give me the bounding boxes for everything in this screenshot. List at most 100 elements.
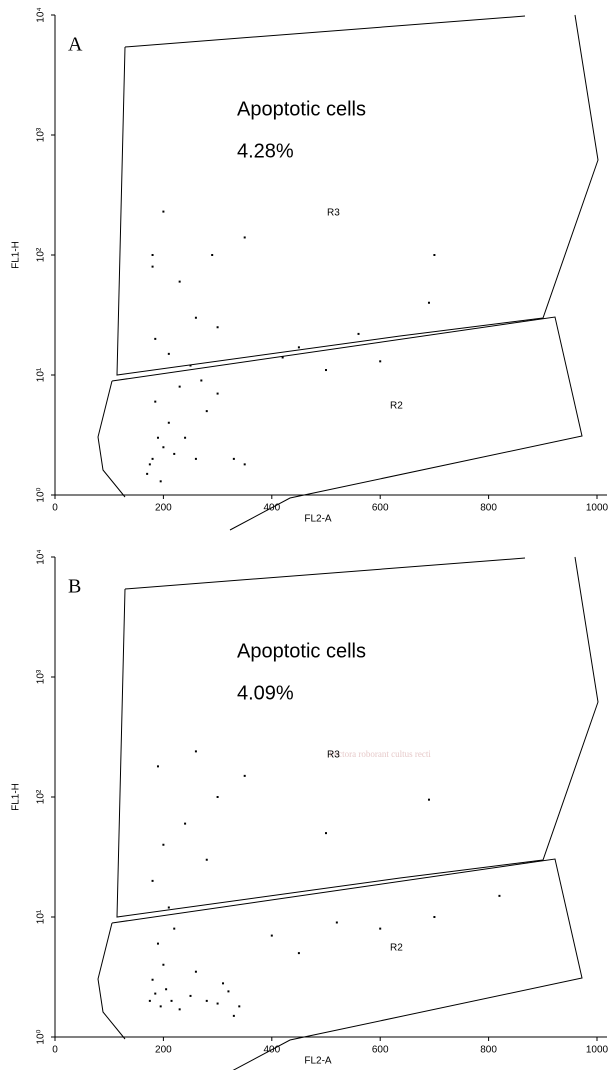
point bbox=[184, 436, 187, 439]
point bbox=[216, 1002, 219, 1005]
y-tick-label: 10⁴ bbox=[36, 7, 47, 22]
point bbox=[238, 1005, 241, 1008]
annotation: 4.28% bbox=[237, 140, 294, 162]
panel-label: B bbox=[68, 576, 81, 598]
y-axis-label: FL1-H bbox=[11, 241, 22, 269]
point bbox=[156, 436, 159, 439]
point bbox=[243, 236, 246, 239]
point bbox=[189, 364, 192, 367]
point bbox=[178, 385, 181, 388]
watermark: Pectora roborant cultus recti bbox=[329, 749, 431, 759]
point bbox=[154, 992, 157, 995]
point bbox=[216, 326, 219, 329]
x-axis-label: FL2-A bbox=[304, 1056, 332, 1067]
point bbox=[159, 480, 162, 483]
point bbox=[148, 999, 151, 1002]
point bbox=[222, 982, 225, 985]
gate bbox=[124, 557, 526, 590]
point bbox=[232, 1014, 235, 1017]
y-tick-label: 10⁴ bbox=[36, 549, 47, 564]
y-tick-label: 10³ bbox=[36, 669, 47, 684]
point bbox=[167, 421, 170, 424]
point bbox=[297, 346, 300, 349]
point bbox=[433, 254, 436, 256]
gate bbox=[116, 556, 599, 918]
point bbox=[167, 906, 170, 909]
point bbox=[167, 352, 170, 355]
point bbox=[379, 927, 382, 930]
point bbox=[173, 927, 176, 930]
point bbox=[156, 765, 159, 768]
point bbox=[154, 337, 157, 340]
point bbox=[227, 990, 230, 993]
x-tick-label: 800 bbox=[480, 503, 497, 514]
point bbox=[243, 774, 246, 777]
x-tick-label: 600 bbox=[372, 503, 389, 514]
x-tick-label: 200 bbox=[155, 1045, 172, 1056]
gate bbox=[124, 15, 526, 48]
point bbox=[162, 963, 165, 966]
annotation: 4.09% bbox=[237, 682, 294, 704]
point bbox=[243, 463, 246, 466]
point bbox=[189, 994, 192, 997]
region-label: R3 bbox=[327, 208, 340, 219]
region-label: R3 bbox=[327, 750, 340, 761]
point bbox=[427, 301, 430, 304]
point bbox=[433, 916, 436, 918]
y-tick-label: 10³ bbox=[36, 127, 47, 142]
point bbox=[325, 369, 327, 372]
point bbox=[173, 452, 176, 455]
y-tick-label: 10⁰ bbox=[36, 487, 47, 502]
point bbox=[498, 894, 501, 897]
point bbox=[427, 798, 430, 801]
x-tick-label: 0 bbox=[52, 1045, 58, 1056]
point bbox=[148, 463, 151, 466]
x-tick-label: 0 bbox=[52, 503, 58, 514]
point bbox=[194, 457, 197, 460]
point bbox=[178, 280, 181, 283]
point bbox=[154, 400, 157, 403]
point bbox=[216, 392, 219, 395]
x-tick-label: 200 bbox=[155, 503, 172, 514]
panel-label: A bbox=[68, 34, 83, 56]
x-tick-label: 1000 bbox=[586, 1045, 609, 1056]
point bbox=[216, 796, 219, 798]
y-tick-label: 10¹ bbox=[36, 367, 47, 382]
y-tick-label: 10⁰ bbox=[36, 1029, 47, 1044]
point bbox=[200, 379, 203, 382]
point bbox=[194, 750, 197, 753]
gate bbox=[116, 14, 599, 376]
point bbox=[205, 410, 208, 413]
point bbox=[184, 822, 187, 825]
gate bbox=[111, 858, 583, 1070]
point bbox=[151, 254, 154, 256]
y-tick-label: 10² bbox=[36, 247, 47, 262]
point bbox=[194, 316, 197, 319]
point bbox=[232, 457, 235, 460]
x-tick-label: 800 bbox=[480, 1045, 497, 1056]
gate bbox=[97, 922, 126, 1040]
x-tick-label: 600 bbox=[372, 1045, 389, 1056]
region-label: R2 bbox=[390, 943, 403, 954]
point bbox=[205, 858, 208, 861]
point bbox=[194, 970, 197, 973]
point bbox=[162, 843, 165, 846]
point bbox=[151, 265, 154, 268]
y-tick-label: 10² bbox=[36, 789, 47, 804]
point bbox=[146, 472, 149, 475]
annotation: Apoptotic cells bbox=[237, 98, 366, 120]
y-tick-label: 10¹ bbox=[36, 909, 47, 924]
annotation: Apoptotic cells bbox=[237, 640, 366, 662]
point bbox=[297, 952, 300, 955]
point bbox=[151, 978, 154, 981]
y-axis-label: FL1-H bbox=[11, 783, 22, 811]
point bbox=[159, 1005, 162, 1008]
point bbox=[170, 999, 173, 1002]
point bbox=[270, 934, 273, 937]
region-label: R2 bbox=[390, 401, 403, 412]
point bbox=[325, 832, 327, 835]
point bbox=[151, 457, 154, 460]
x-tick-label: 1000 bbox=[586, 503, 609, 514]
point bbox=[357, 332, 360, 335]
